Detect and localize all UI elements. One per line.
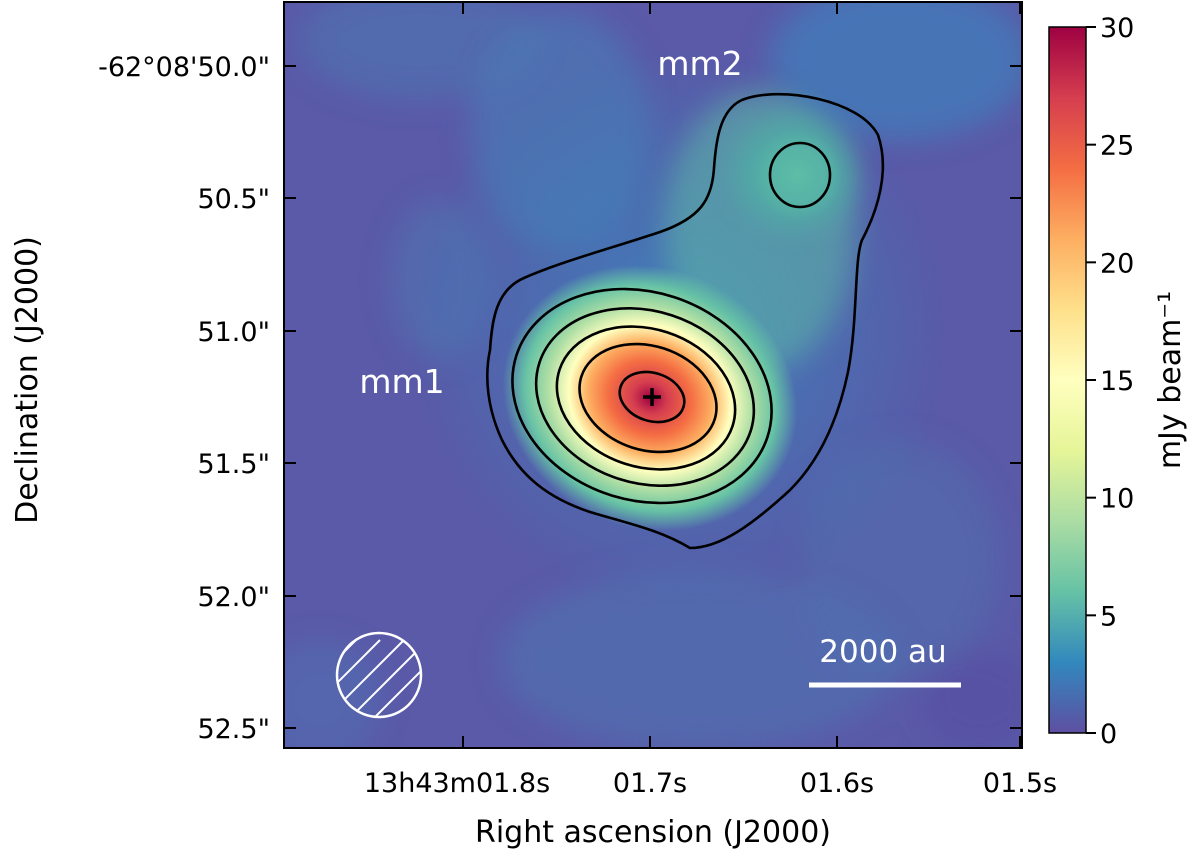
contour-set <box>486 92 885 550</box>
x-tick-label: 01.7s <box>613 768 687 799</box>
x-axis-title: Right ascension (J2000) <box>475 815 831 850</box>
y-axis-title: Declination (J2000) <box>10 236 45 524</box>
continuum-image <box>284 2 1022 748</box>
contour-mm2 <box>768 141 832 209</box>
colorbar-label: mJy beam⁻¹ <box>1153 291 1188 469</box>
axis-ticks <box>284 2 1022 748</box>
y-tick-label: 50.5" <box>197 184 270 215</box>
scale-bar: 2000 au <box>809 634 961 688</box>
y-tick-label: 51.5" <box>197 449 270 480</box>
colorbar-tick-label: 20 <box>1100 248 1134 279</box>
colorbar-gradient <box>1048 26 1087 734</box>
colorbar-tick-label: 5 <box>1100 601 1117 632</box>
source-label-mm2: mm2 <box>657 44 742 83</box>
y-tick-labels: -62°08'50.0" 50.5" 51.0" 51.5" 52.0" 52.5" <box>98 52 270 745</box>
contour-level-5 <box>578 342 718 454</box>
contour-level-2 <box>511 287 773 505</box>
colorbar-tick-label: 0 <box>1100 719 1117 750</box>
colorbar-tick-label: 15 <box>1100 366 1134 397</box>
colorbar: 0 5 10 15 20 25 30 mJy beam⁻¹ <box>1048 13 1188 750</box>
plot-frame <box>283 1 1023 749</box>
contour-level-1 <box>486 92 885 550</box>
y-tick-label: -62°08'50.0" <box>98 52 270 83</box>
colorbar-tick-label: 30 <box>1100 13 1134 44</box>
peak-plus-marker <box>643 388 661 406</box>
x-tick-label: 13h43m01.8s <box>364 768 550 799</box>
y-tick-label: 51.0" <box>197 317 270 348</box>
scale-bar-label: 2000 au <box>819 634 946 670</box>
colorbar-tick-label: 10 <box>1100 484 1134 515</box>
x-tick-label: 01.5s <box>983 768 1057 799</box>
y-tick-label: 52.5" <box>197 714 270 745</box>
contour-level-6 <box>618 370 686 424</box>
y-tick-label: 52.0" <box>197 582 270 613</box>
colorbar-tick-label: 25 <box>1100 131 1134 162</box>
x-tick-label: 01.6s <box>800 768 874 799</box>
contour-level-4 <box>555 325 737 471</box>
contour-level-3 <box>534 307 756 487</box>
colorbar-ticks: 0 5 10 15 20 25 30 <box>1086 13 1134 750</box>
source-label-mm1: mm1 <box>359 362 444 401</box>
x-tick-labels: 13h43m01.8s 01.7s 01.6s 01.5s <box>364 768 1057 799</box>
